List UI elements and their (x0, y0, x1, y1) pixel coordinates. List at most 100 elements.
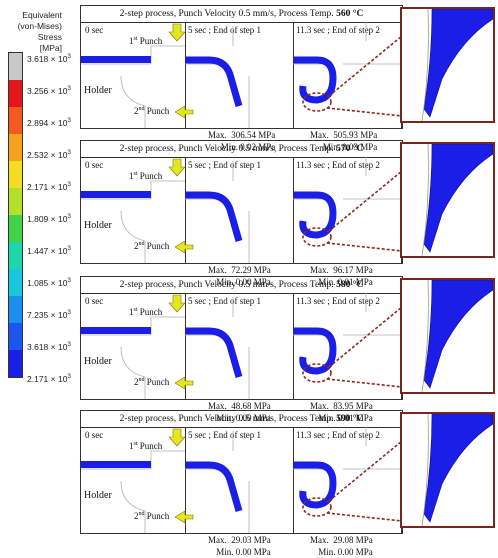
zoom-callout-circle (302, 497, 332, 517)
simulation-panel: 2-step process, Punch Velocity 0.5 mm/s,… (80, 140, 403, 264)
panel-title-text: 2-step process, Punch Velocity 0.5 mm/s,… (119, 9, 337, 19)
panel-title-text: 2-step process, Punch Velocity 0.5 mm/s,… (119, 144, 337, 154)
time-label: 0 sec (85, 296, 104, 306)
legend-color-band (9, 269, 22, 296)
panel-title: 2-step process, Punch Velocity 0.5 mm/s,… (81, 6, 402, 23)
punch-down-arrow (168, 428, 186, 447)
min-stress: 0.00 MPa (235, 413, 271, 423)
stage-initial: 0 sec 1st Punch Holder 2nd Punch (81, 293, 186, 399)
legend-color-band (9, 296, 22, 323)
die-outline (293, 427, 402, 470)
zoom-callout-circle (302, 227, 332, 247)
simulation-panel: 2-step process, Punch Velocity 0.5 mm/s,… (80, 5, 403, 129)
punch-down-arrow (168, 158, 186, 177)
legend-title: Equivalent (von-Mises) Stress [MPa] (4, 10, 62, 54)
first-punch-label: 1st Punch (129, 171, 163, 181)
first-punch-label: 1st Punch (129, 36, 163, 46)
max-stress: 29.03 MPa (231, 535, 271, 545)
max-stress: 29.08 MPa (333, 535, 373, 545)
legend-color-band (9, 161, 22, 188)
zoom-tool-edge (421, 9, 429, 121)
stress-stats-step-2: Max. 83.95 MPa Min. 0.01 MPa (310, 401, 373, 423)
punch-left-arrow (174, 240, 194, 254)
zoom-detail-box (400, 7, 495, 123)
legend-tick-label: 2.532 × 103 (27, 150, 71, 160)
min-stress: 0.00 MPa (235, 547, 271, 557)
punch-left-arrow (174, 376, 194, 390)
max-stress: 72.29 MPa (231, 265, 271, 275)
second-punch-label: 2nd Punch (134, 241, 170, 251)
legend-color-band (9, 323, 22, 350)
stage-end-step-1: 5 sec ; End of step 1 (185, 22, 294, 128)
panel-title-text: 2-step process, Punch Velocity 0.5 mm/s,… (119, 280, 337, 290)
legend-tick-label: 2.171 × 103 (27, 182, 71, 192)
panel-drawing (81, 157, 402, 263)
second-punch-outline (120, 210, 146, 263)
workpiece-initial (81, 191, 151, 198)
punch-down-arrow (168, 23, 186, 42)
time-label: 11.3 sec ; End of step 2 (296, 430, 380, 440)
stress-stats-step-1: Max. 306.54 MPa Min. 0.02 MPa (208, 130, 276, 152)
panel-temperature: 570 °C (336, 144, 364, 154)
zoom-callout-line (328, 170, 402, 232)
stress-stats-step-2: Max. 29.08 MPa Min. 0.00 MPa (310, 535, 373, 557)
legend-color-band (9, 53, 22, 80)
zoom-workpiece (423, 280, 493, 389)
time-label: 5 sec ; End of step 1 (188, 430, 261, 440)
zoom-tool-edge (421, 414, 429, 526)
die-outline (293, 293, 402, 336)
holder-label: Holder (84, 220, 112, 231)
stage-end-step-1: 5 sec ; End of step 1 (185, 157, 294, 263)
panel-title: 2-step process, Punch Velocity 0.5 mm/s,… (81, 141, 402, 158)
zoom-callout-line (326, 378, 402, 388)
stress-stats-step-1: Max. 48.68 MPa Min. 0.00 MPa (208, 401, 271, 423)
stress-stats-step-2: Max. 505.93 MPa Min. 0.03 MPa (310, 130, 378, 152)
holder-label: Holder (84, 356, 112, 367)
zoom-workpiece (423, 144, 493, 253)
min-stress: 0.00 MPa (235, 277, 271, 287)
zoom-callout-circle (302, 363, 332, 383)
time-label: 0 sec (85, 430, 104, 440)
simulation-panel: 2-step process, Punch Velocity 0.5 mm/s,… (80, 276, 403, 400)
legend-tick-label: 2.894 × 103 (27, 118, 71, 128)
workpiece-initial (81, 56, 151, 63)
panel-drawing (81, 22, 402, 128)
die-outline (293, 157, 402, 200)
stage-end-step-1: 5 sec ; End of step 1 (185, 293, 294, 399)
time-label: 5 sec ; End of step 1 (188, 160, 261, 170)
legend-tick-label: 7.235 × 103 (27, 310, 71, 320)
tool-outlines (81, 22, 402, 128)
legend-colorbar (8, 52, 23, 378)
workpiece-step-1 (185, 56, 243, 107)
panel-drawing (81, 427, 402, 533)
min-stress: 0.03 MPa (342, 142, 378, 152)
stress-stats-step-1: Max. 29.03 MPa Min. 0.00 MPa (208, 535, 271, 557)
second-punch-outline (120, 346, 146, 399)
zoom-callout-line (328, 306, 402, 368)
panel-temperature: 590 °C (336, 414, 364, 424)
max-stress: 505.93 MPa (333, 130, 378, 140)
workpiece-step-1 (185, 461, 243, 512)
legend-color-band (9, 215, 22, 242)
legend-color-band (9, 107, 22, 134)
legend-tick-label: 3.256 × 103 (27, 86, 71, 96)
zoom-callout-line (328, 35, 402, 97)
time-label: 5 sec ; End of step 1 (188, 296, 261, 306)
legend-title-line: [MPa] (39, 43, 62, 53)
zoom-detail-box (400, 142, 495, 258)
punch-down-arrow (168, 294, 186, 313)
legend-title-line: (von-Mises) Stress (17, 21, 62, 42)
zoom-detail-drawing (421, 9, 493, 121)
workpiece-step-1 (185, 327, 243, 378)
zoom-callout-line (328, 440, 402, 502)
legend-color-band (9, 134, 22, 161)
zoom-callout-circle (302, 92, 332, 112)
min-stress: 0.00 MPa (337, 547, 373, 557)
second-punch-label: 2nd Punch (134, 106, 170, 116)
time-label: 11.3 sec ; End of step 2 (296, 160, 380, 170)
zoom-workpiece (423, 9, 493, 118)
zoom-tool-edge (421, 144, 429, 256)
legend-tick-label: 1.447 × 103 (27, 246, 71, 256)
zoom-detail-box (400, 278, 495, 394)
legend-tick-label: 2.171 × 103 (27, 374, 71, 384)
